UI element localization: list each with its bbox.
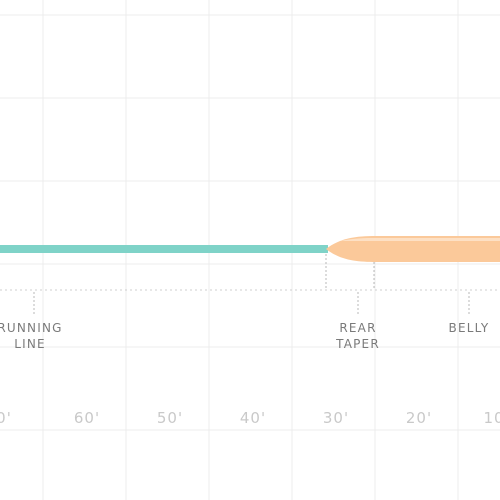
segment-label-belly: BELLY — [448, 321, 490, 335]
segment-label-rear-taper: REAR TAPER — [336, 321, 380, 351]
segment-ticks — [33, 250, 470, 316]
foot-label: 50' — [156, 409, 184, 427]
foot-label: 20' — [405, 409, 433, 427]
foot-label: 0' — [0, 409, 12, 427]
foot-label: 40' — [239, 409, 267, 427]
line-head-highlight — [340, 238, 500, 241]
line-head-taper — [326, 236, 500, 262]
foot-label: 30' — [322, 409, 350, 427]
foot-label: 60' — [73, 409, 101, 427]
segment-label-running-line: RUNNING LINE — [0, 321, 63, 351]
running-line-bar — [0, 245, 328, 253]
foot-label: 10 — [483, 409, 500, 427]
